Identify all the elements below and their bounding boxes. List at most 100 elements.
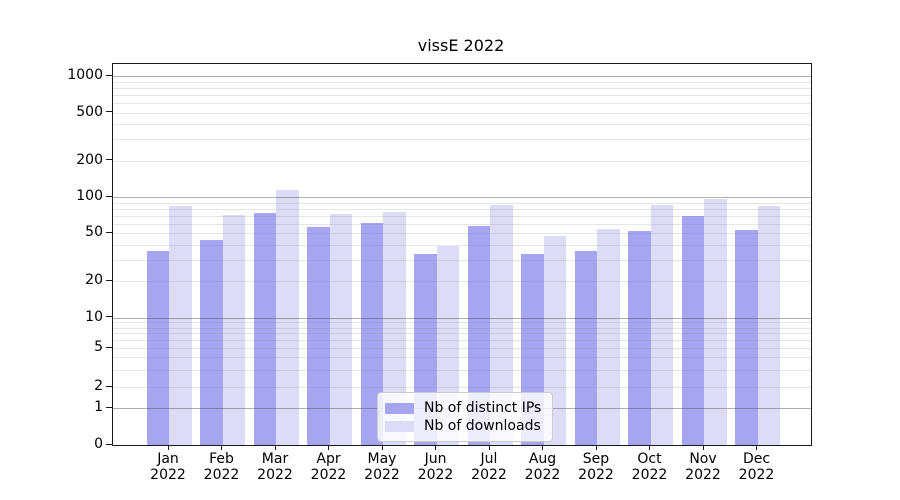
gridline-major [113,197,811,198]
y-tick-label: 200 [76,151,103,168]
bar-distinct-ips [735,230,758,445]
legend-item-distinct-ips: Nb of distinct IPs [385,400,541,416]
y-tick-label: 1 [94,399,103,415]
y-tick-label: 10 [85,308,103,325]
x-tick-label: May 2022 [340,451,424,483]
bar-downloads [222,214,245,445]
x-tick-year: 2022 [417,467,454,483]
x-tick-mark [221,445,222,450]
bar-distinct-ips [681,216,704,445]
x-tick-mark [649,445,650,450]
gridline-minor [113,260,811,262]
x-tick-mark [435,445,436,450]
bar-distinct-ips [574,250,597,445]
gridline-major [113,76,811,78]
y-tick-mark [106,346,112,348]
legend: Nb of distinct IPs Nb of downloads [377,392,554,442]
x-tick-month: Jan [157,451,179,467]
bar-downloads [650,204,673,445]
y-tick-mark [106,316,112,318]
x-tick-year: 2022 [738,467,775,483]
x-tick-month: Sep [582,451,610,467]
x-tick-month: Apr [316,451,341,467]
bar-distinct-ips [360,222,383,445]
x-tick-mark [167,445,169,450]
gridline-minor [113,322,811,324]
x-tick-label: Dec 2022 [715,451,799,483]
y-tick-label: 0 [94,436,103,452]
x-tick-mark [595,445,597,450]
x-tick-year: 2022 [631,467,668,483]
x-tick-mark [381,445,383,450]
x-tick-year: 2022 [310,467,347,483]
bar-distinct-ips [253,212,276,445]
y-tick-label: 1000 [67,67,103,84]
bar-downloads [329,213,352,445]
gridline-minor [113,139,811,141]
gridline-minor [113,112,811,114]
plot-area [112,63,812,446]
y-tick-mark [106,443,112,445]
x-tick-mark [542,445,543,450]
gridline-minor [113,81,811,83]
x-tick-year: 2022 [257,467,293,483]
x-tick-month: Nov [689,451,717,467]
y-tick-mark [106,195,112,197]
y-tick-label: 50 [85,224,103,241]
x-tick-label: Sep 2022 [554,451,638,483]
legend-item-downloads: Nb of downloads [385,418,541,434]
x-tick-year: 2022 [524,467,561,483]
gridline-minor [113,281,811,283]
chart-title: vissE 2022 [417,36,505,55]
x-tick-month: May [367,451,397,467]
y-tick-mark [106,279,112,281]
bar-distinct-ips [307,227,330,445]
bar-downloads [757,205,780,445]
bar-distinct-ips [146,250,169,445]
x-tick-year: 2022 [471,467,507,483]
y-tick-label: 500 [76,103,103,120]
x-tick-label: Aug 2022 [501,451,585,483]
gridline-major [113,317,811,319]
y-tick-mark [106,385,112,387]
x-tick-year: 2022 [150,467,186,483]
x-tick-label: Mar 2022 [233,451,317,483]
bar-downloads [704,198,727,445]
gridline-minor [113,215,811,217]
y-tick-label: 100 [76,188,103,204]
y-tick-mark [106,406,112,408]
gridline-minor [113,223,811,225]
gridline-minor [113,87,811,89]
x-tick-month: Oct [637,451,662,467]
y-tick-mark [106,231,112,233]
y-tick-label: 20 [85,272,103,289]
x-tick-mark [328,445,329,450]
x-tick-label: Jul 2022 [447,451,531,483]
x-tick-month: Jul [480,451,498,467]
x-tick-mark [488,445,490,450]
bar-downloads [383,212,406,445]
y-tick-label: 5 [94,339,103,355]
x-tick-month: Mar [261,451,289,467]
gridline-minor [113,208,811,210]
gridline-minor [113,245,811,247]
x-tick-label: Jun 2022 [394,451,478,483]
x-tick-label: Jan 2022 [126,451,210,483]
y-tick-mark [106,159,112,161]
gridline-minor [113,369,811,371]
bar-downloads [169,205,192,445]
gridline-minor [113,233,811,235]
gridline-minor [113,202,811,204]
bar-downloads [597,229,620,445]
legend-swatch-distinct-ips [385,402,414,414]
bar-downloads [490,204,513,445]
x-tick-month: Dec [742,451,771,467]
x-tick-month: Aug [528,451,557,467]
legend-label: Nb of downloads [424,418,541,434]
x-tick-label: Apr 2022 [287,451,371,483]
bar-distinct-ips [467,226,490,445]
x-tick-mark [756,445,757,450]
x-tick-year: 2022 [364,467,400,483]
legend-label: Nb of distinct IPs [424,400,542,416]
x-tick-mark [702,445,704,450]
